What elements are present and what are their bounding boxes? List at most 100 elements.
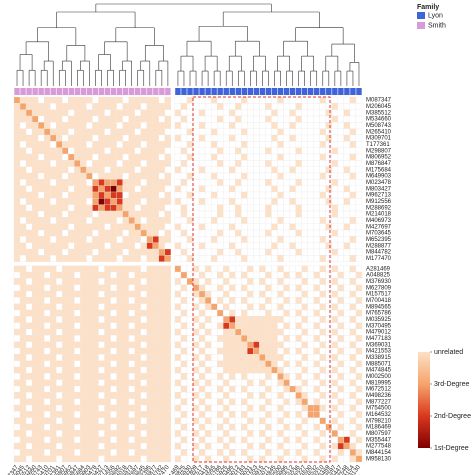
- heat-cell: [31, 229, 39, 237]
- heat-cell: [25, 404, 33, 412]
- heat-cell: [307, 265, 314, 273]
- heat-cell: [44, 128, 51, 136]
- col-label: M421553: [240, 464, 260, 475]
- heat-cell: [186, 179, 194, 186]
- heat-cell: [92, 255, 99, 262]
- heat-cell: [74, 204, 81, 212]
- heat-cell: [253, 278, 260, 285]
- heat-cell: [37, 147, 45, 155]
- heat-cell: [116, 347, 123, 355]
- heat-cell: [301, 373, 308, 380]
- heat-cell: [31, 417, 39, 425]
- heat-cell: [25, 290, 33, 298]
- heat-cell: [289, 379, 296, 387]
- heat-cell: [265, 248, 272, 256]
- heat-cell: [301, 242, 308, 250]
- heat-cell: [68, 278, 75, 285]
- heat-cell: [122, 354, 129, 361]
- heat-cell: [92, 411, 99, 418]
- heat-cell: [98, 347, 105, 355]
- heat-cell: [104, 373, 111, 380]
- heat-cell: [283, 248, 290, 256]
- heat-cell: [110, 141, 117, 148]
- heat-cell: [146, 172, 153, 180]
- heat-cell: [235, 404, 242, 412]
- heat-cell: [247, 449, 254, 456]
- heat-cell: [74, 141, 81, 148]
- heat-cell: [98, 134, 105, 142]
- heat-cell: [122, 109, 129, 117]
- heat-cell: [62, 229, 69, 237]
- heat-cell: [307, 309, 314, 317]
- heat-cell: [241, 210, 248, 218]
- heat-cell: [217, 122, 224, 129]
- heat-cell: [116, 271, 123, 279]
- heat-cell: [198, 449, 206, 456]
- heat-cell: [62, 185, 69, 193]
- heat-cell: [295, 255, 302, 262]
- heat-cell: [25, 198, 33, 205]
- heat-cell: [116, 115, 123, 123]
- heat-cell: [325, 404, 332, 412]
- heat-cell: [128, 141, 135, 148]
- heat-cell: [62, 379, 69, 387]
- heat-cell: [217, 328, 224, 336]
- heat-cell: [331, 255, 339, 262]
- heat-cell: [140, 265, 147, 273]
- heat-cell: [313, 430, 320, 437]
- heat-cell: [104, 271, 111, 279]
- heat-cell: [86, 366, 93, 374]
- heat-cell: [253, 449, 260, 456]
- heat-cell: [331, 449, 339, 456]
- heat-cell: [313, 328, 320, 336]
- heat-cell: [186, 316, 194, 323]
- heat-cell: [104, 328, 111, 336]
- heat-cell: [13, 109, 21, 117]
- heat-cell: [277, 96, 284, 104]
- heat-cell: [122, 373, 129, 380]
- heat-cell: [134, 223, 141, 231]
- heat-cell: [313, 303, 320, 311]
- heat-cell: [289, 248, 296, 256]
- heat-cell: [50, 347, 57, 355]
- heat-cell: [301, 217, 308, 224]
- heat-cell: [19, 385, 27, 393]
- heat-cell: [265, 284, 272, 292]
- heat-cell: [265, 423, 272, 431]
- heat-cell: [349, 265, 357, 273]
- heat-cell: [68, 354, 75, 361]
- heat-cell: [349, 172, 357, 180]
- heat-cell: [19, 242, 27, 250]
- heat-cell: [277, 134, 284, 142]
- heat-cell: [229, 179, 236, 186]
- heat-cell: [146, 248, 153, 256]
- row-label: M798210: [366, 418, 392, 424]
- heat-cell: [229, 278, 236, 285]
- heat-cell: [44, 328, 51, 336]
- heat-cell: [198, 134, 206, 142]
- heat-cell: [19, 160, 27, 167]
- heat-cell: [110, 223, 117, 231]
- heat-cell: [80, 265, 87, 273]
- heat-cell: [122, 455, 129, 463]
- heat-cell: [204, 335, 212, 342]
- heat-cell: [92, 398, 99, 406]
- heat-cell: [325, 284, 332, 292]
- heat-cell: [331, 423, 339, 431]
- heat-cell: [25, 134, 33, 142]
- heat-cell: [37, 404, 45, 412]
- heat-cell: [146, 430, 153, 437]
- heat-cell: [98, 248, 105, 256]
- heat-cell: [180, 309, 188, 317]
- heat-cell: [68, 360, 75, 368]
- heat-cell: [223, 204, 230, 212]
- heat-cell: [68, 423, 75, 431]
- heat-cell: [271, 366, 278, 374]
- heat-cell: [295, 354, 302, 361]
- heat-cell: [140, 255, 147, 262]
- heat-cell: [104, 360, 111, 368]
- heat-cell: [265, 316, 272, 323]
- heat-cell: [186, 141, 194, 148]
- heat-cell: [174, 122, 182, 129]
- heat-cell: [198, 204, 206, 212]
